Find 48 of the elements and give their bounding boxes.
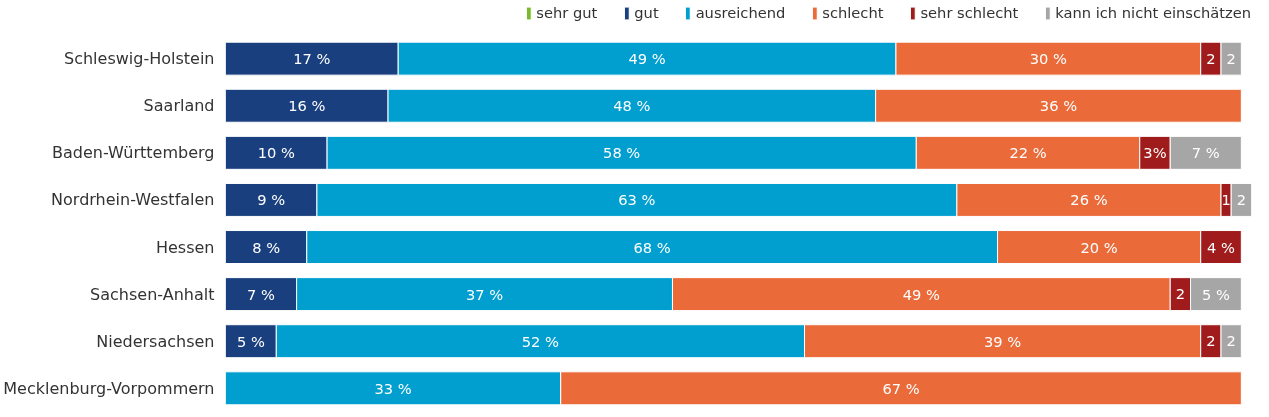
data-label: 2 <box>1206 49 1216 67</box>
data-label: 49 % <box>628 50 666 68</box>
data-label: 5 % <box>1201 285 1230 303</box>
data-label: 52 % <box>521 332 560 350</box>
y-tick-label: Baden-Württemberg <box>52 143 215 163</box>
data-label: 2 <box>1236 190 1247 208</box>
data-label: 49 % <box>902 285 941 303</box>
data-label: 33 % <box>374 379 412 397</box>
legend-label: kann ich nicht einschätzen <box>1055 4 1251 21</box>
data-label: 68 % <box>633 238 671 256</box>
data-label: 48 % <box>613 97 651 115</box>
data-label: 63 % <box>618 191 656 209</box>
data-label: 10 % <box>257 144 295 162</box>
y-tick-label: Nordrhein-Westfalen <box>51 190 215 210</box>
data-label: 17 % <box>293 50 331 68</box>
data-label: 58 % <box>603 144 641 162</box>
data-label: 5 % <box>236 332 265 350</box>
data-label: 2 <box>1226 49 1236 67</box>
legend-label: sehr schlecht <box>920 4 1019 21</box>
y-tick-label: Schleswig-Holstein <box>64 49 215 69</box>
legend-label: schlecht <box>822 4 884 21</box>
y-tick-label: Hessen <box>155 237 215 257</box>
data-label: 16 % <box>288 97 326 115</box>
data-label: 2 <box>1206 332 1216 350</box>
data-label: 37 % <box>465 285 504 303</box>
data-label: 36 % <box>1039 97 1078 115</box>
data-label: 2 <box>1175 285 1186 303</box>
data-label: 7 % <box>1191 144 1220 162</box>
data-label: 26 % <box>1070 191 1108 209</box>
data-label: 1 <box>1221 190 1231 208</box>
y-tick-label: Niedersachsen <box>96 331 215 351</box>
data-label: 2 <box>1226 332 1236 350</box>
data-label: 30 % <box>1029 50 1068 68</box>
legend-label: ausreichend <box>695 4 786 21</box>
data-label: 8 % <box>252 238 281 256</box>
legend-label: sehr gut <box>536 4 598 21</box>
legend-label: gut <box>634 4 659 21</box>
y-tick-label: Sachsen-Anhalt <box>90 284 215 304</box>
y-tick-label: Saarland <box>143 96 215 116</box>
data-label: 39 % <box>984 332 1022 350</box>
data-label: 9 % <box>257 191 286 209</box>
data-label: 67 % <box>882 379 920 397</box>
data-label: 7 % <box>247 285 276 303</box>
data-label: 22 % <box>1009 144 1047 162</box>
y-tick-label: Mecklenburg-Vorpommern <box>3 378 215 398</box>
data-label: 20 % <box>1080 238 1118 256</box>
data-label: 3% <box>1143 144 1167 162</box>
data-label: 4 % <box>1207 238 1236 256</box>
